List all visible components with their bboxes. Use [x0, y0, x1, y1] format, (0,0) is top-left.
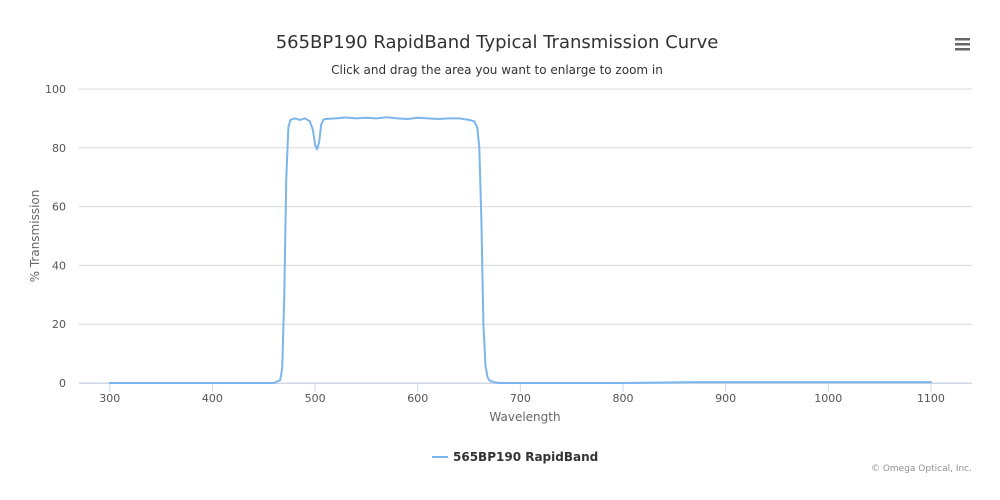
series-line[interactable]	[108, 116, 932, 384]
chart-subtitle: Click and drag the area you want to enla…	[331, 63, 663, 77]
x-axis: 300 400 500 600 700 800 900 1000 1100	[79, 383, 972, 405]
x-tick-label: 600	[407, 392, 428, 405]
legend[interactable]: 565BP190 RapidBand	[432, 450, 598, 464]
y-tick-label: 100	[45, 83, 66, 96]
x-tick-label: 400	[202, 392, 223, 405]
y-tick-label: 0	[59, 377, 66, 390]
credits[interactable]: © Omega Optical, Inc.	[871, 464, 972, 474]
chart-title: 565BP190 RapidBand Typical Transmission …	[276, 32, 719, 53]
x-tick-label: 300	[99, 392, 120, 405]
x-tick-label: 900	[715, 392, 736, 405]
x-tick-label: 1000	[814, 392, 842, 405]
grid-lines	[79, 88, 972, 384]
hamburger-menu-icon	[955, 38, 970, 51]
y-tick-label: 80	[52, 142, 66, 155]
x-tick-label: 500	[305, 392, 326, 405]
x-tick-label: 700	[510, 392, 531, 405]
y-tick-label: 60	[52, 201, 66, 214]
x-tick-label: 1100	[917, 392, 945, 405]
y-axis-title: % Transmission	[28, 190, 42, 283]
series-group[interactable]	[108, 116, 932, 384]
y-tick-label: 20	[52, 318, 66, 331]
x-axis-title: Wavelength	[489, 410, 560, 424]
y-axis: 0 20 40 60 80 100	[45, 83, 66, 390]
y-tick-label: 40	[52, 259, 66, 272]
legend-item-label[interactable]: 565BP190 RapidBand	[453, 450, 598, 464]
x-tick-label: 800	[613, 392, 634, 405]
menu-button[interactable]	[948, 32, 978, 56]
